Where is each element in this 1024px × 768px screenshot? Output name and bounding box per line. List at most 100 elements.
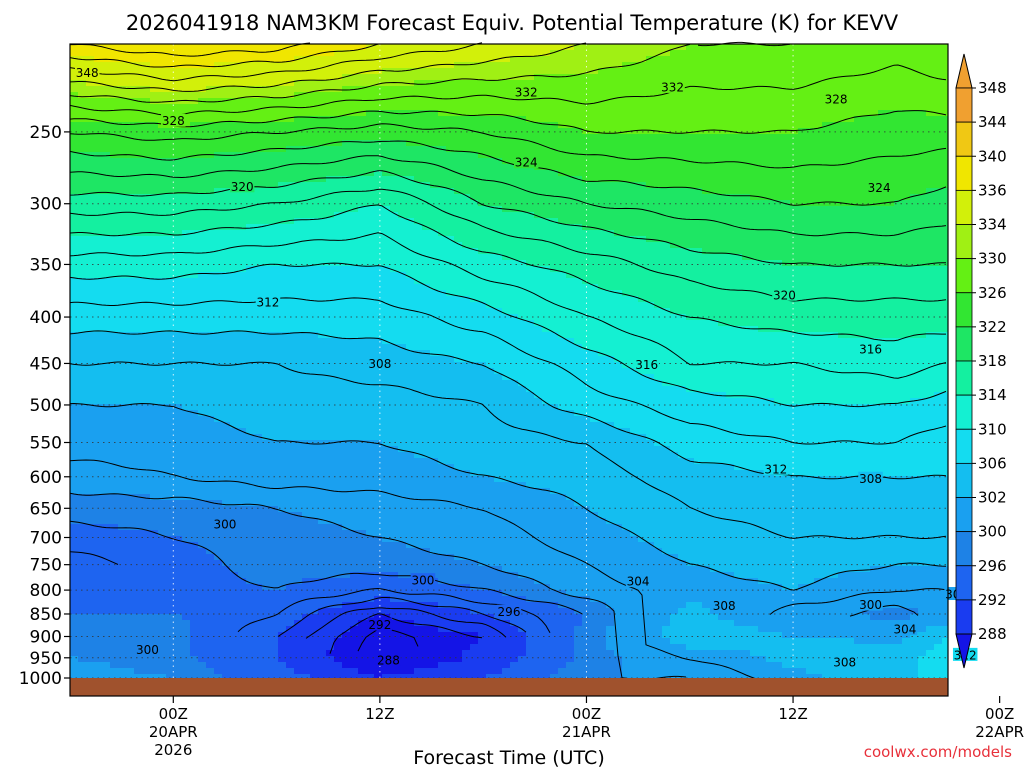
field-cell <box>222 476 231 483</box>
field-cell <box>326 302 335 309</box>
field-cell <box>102 530 111 537</box>
field-cell <box>374 518 383 525</box>
field-cell <box>390 584 399 591</box>
field-cell <box>166 458 175 465</box>
field-cell <box>318 374 327 381</box>
field-cell <box>382 512 391 519</box>
field-cell <box>382 608 391 615</box>
field-cell <box>326 230 335 237</box>
field-cell <box>390 614 399 621</box>
field-cell <box>190 620 199 627</box>
field-cell <box>174 128 183 135</box>
field-cell <box>278 392 287 399</box>
field-cell <box>374 260 383 267</box>
field-cell <box>134 416 143 423</box>
field-cell <box>366 662 375 669</box>
field-cell <box>342 278 351 285</box>
field-cell <box>230 404 239 411</box>
field-cell <box>238 518 247 525</box>
field-cell <box>158 284 167 291</box>
field-cell <box>142 182 151 189</box>
field-cell <box>422 122 431 129</box>
field-cell <box>318 530 327 537</box>
field-cell <box>366 404 375 411</box>
field-cell <box>414 170 423 177</box>
field-cell <box>86 128 95 135</box>
field-cell <box>270 242 279 249</box>
field-cell <box>118 620 127 627</box>
field-cell <box>310 452 319 459</box>
field-cell <box>278 248 287 255</box>
field-cell <box>206 326 215 333</box>
field-cell <box>270 320 279 327</box>
field-cell <box>166 608 175 615</box>
field-cell <box>190 596 199 603</box>
field-cell <box>214 452 223 459</box>
field-cell <box>366 104 375 111</box>
field-cell <box>118 476 127 483</box>
field-cell <box>358 80 367 87</box>
field-cell <box>374 554 383 561</box>
field-cell <box>414 518 423 525</box>
field-cell <box>422 506 431 513</box>
field-cell <box>158 236 167 243</box>
field-cell <box>358 488 367 495</box>
field-cell <box>246 362 255 369</box>
field-cell <box>366 212 375 219</box>
field-cell <box>390 278 399 285</box>
field-cell <box>286 326 295 333</box>
field-cell <box>182 194 191 201</box>
field-cell <box>126 392 135 399</box>
field-cell <box>390 62 399 69</box>
field-cell <box>238 260 247 267</box>
field-cell <box>158 470 167 477</box>
field-cell <box>78 260 87 267</box>
field-cell <box>206 470 215 477</box>
field-cell <box>270 152 279 159</box>
field-cell <box>230 218 239 225</box>
field-cell <box>166 548 175 555</box>
field-cell <box>390 542 399 549</box>
field-cell <box>246 476 255 483</box>
field-cell <box>302 206 311 213</box>
field-cell <box>70 212 79 219</box>
field-cell <box>294 584 303 591</box>
field-cell <box>238 398 247 405</box>
field-cell <box>254 248 263 255</box>
field-cell <box>302 482 311 489</box>
field-cell <box>366 236 375 243</box>
field-cell <box>70 44 79 51</box>
field-cell <box>206 92 215 99</box>
field-cell <box>326 578 335 585</box>
field-cell <box>230 578 239 585</box>
field-cell <box>302 410 311 417</box>
field-cell <box>206 368 215 375</box>
field-cell <box>302 548 311 555</box>
field-cell <box>126 320 135 327</box>
field-cell <box>286 578 295 585</box>
field-cell <box>150 374 159 381</box>
field-cell <box>398 452 407 459</box>
field-cell <box>206 62 215 69</box>
field-cell <box>158 290 167 297</box>
field-cell <box>86 224 95 231</box>
field-cell <box>350 632 359 639</box>
field-cell <box>78 566 87 573</box>
field-cell <box>286 518 295 525</box>
field-cell <box>150 482 159 489</box>
field-cell <box>374 398 383 405</box>
field-cell <box>230 662 239 669</box>
field-cell <box>326 356 335 363</box>
field-cell <box>110 278 119 285</box>
field-cell <box>190 554 199 561</box>
field-cell <box>86 488 95 495</box>
field-cell <box>206 662 215 669</box>
field-cell <box>158 440 167 447</box>
field-cell <box>302 80 311 87</box>
field-cell <box>350 44 359 51</box>
field-cell <box>110 56 119 63</box>
field-cell <box>438 254 447 261</box>
field-cell <box>174 314 183 321</box>
field-cell <box>102 590 111 597</box>
field-cell <box>286 650 295 657</box>
